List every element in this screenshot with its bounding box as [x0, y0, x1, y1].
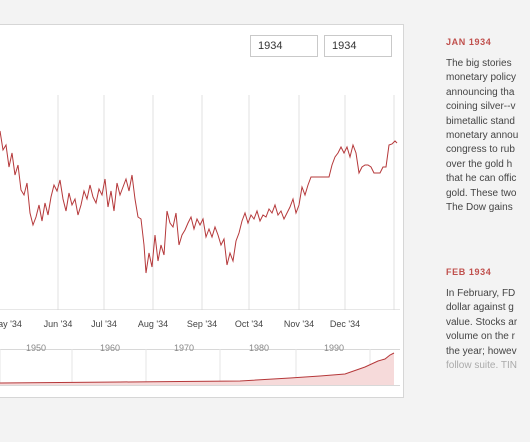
entry-text-line: announcing tha	[446, 86, 515, 98]
entry-text-line: The big stories	[446, 58, 512, 69]
navigator-chart[interactable]	[0, 349, 400, 386]
entry-text-line: value. Stocks ar	[446, 316, 518, 328]
navigator-tick: 1980	[248, 343, 270, 353]
entry-text-line: gold. These two	[446, 187, 517, 199]
entry-text-line: The Dow gains	[446, 201, 513, 213]
x-axis-tick: Jun '34	[43, 319, 73, 329]
story-entry-feb: FEB 1934 In February, FD dollar against …	[446, 267, 517, 373]
x-axis-tick: Jul '34	[91, 319, 117, 329]
entry-text-line: volume on the r	[446, 331, 515, 343]
entry-text-line: dollar against g	[446, 302, 514, 314]
x-axis-tick: Sep '34	[186, 319, 218, 329]
navigator-tick: 1990	[323, 343, 345, 353]
navigator-tick: 1950	[25, 343, 47, 353]
entry-text-line: the year; howev	[446, 345, 517, 357]
navigator-tick: 1960	[99, 343, 121, 353]
entry-text-line: coining silver--v	[446, 101, 516, 113]
story-entry-jan: JAN 1934 The big stories monetary policy…	[446, 37, 518, 215]
price-chart[interactable]	[0, 95, 400, 310]
x-axis-tick: Oct '34	[234, 319, 264, 329]
entry-text-line: monetary policy	[446, 72, 517, 84]
price-series-line	[0, 130, 398, 274]
entry-text-line: follow suite. TIN	[446, 359, 517, 371]
entry-text-line: that he can offic	[446, 173, 517, 185]
navigator-tick: 1970	[173, 343, 195, 353]
entry-text-line: over the gold h	[446, 158, 513, 170]
navigator-line	[0, 352, 395, 384]
range-start-input[interactable]	[250, 35, 318, 57]
entry-date: FEB 1934	[446, 267, 492, 277]
x-axis-tick: Dec '34	[329, 319, 361, 329]
entry-text-line: congress to rub	[446, 144, 515, 156]
x-axis-tick: Aug '34	[137, 319, 169, 329]
range-end-input[interactable]	[324, 35, 392, 57]
entry-text-line: bimetallic stand	[446, 115, 515, 127]
entry-text-line: monetary annou	[446, 129, 519, 141]
x-axis-tick: ay '34	[0, 319, 22, 329]
x-axis-tick: Nov '34	[283, 319, 315, 329]
entry-text-line: In February, FD	[446, 288, 516, 299]
entry-date: JAN 1934	[446, 37, 492, 47]
